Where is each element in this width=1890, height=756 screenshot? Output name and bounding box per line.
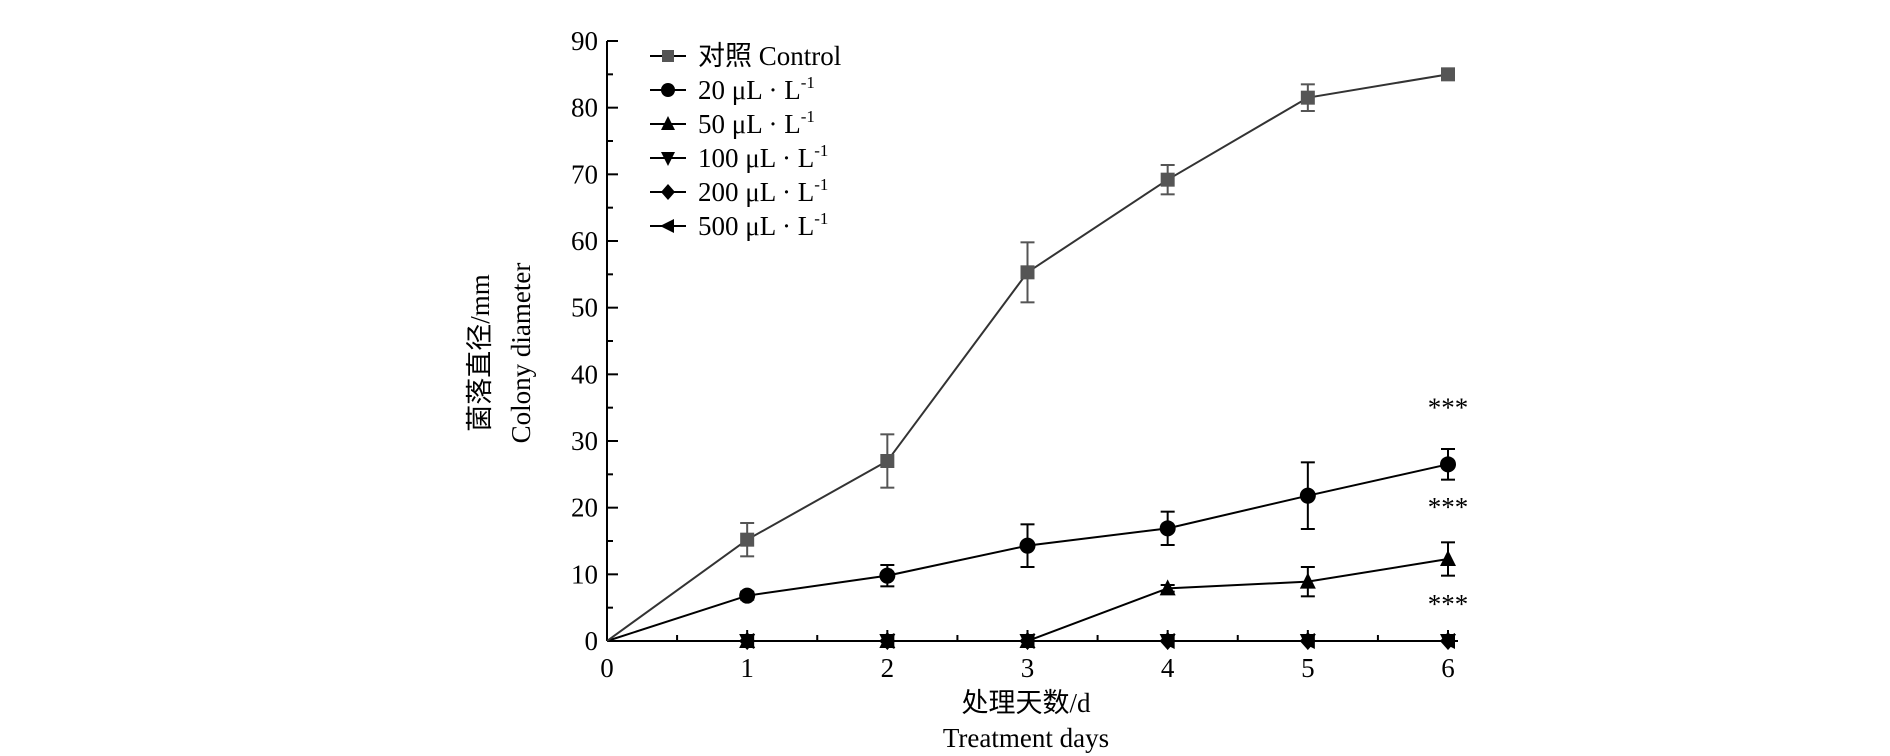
x-tick-label: 4 xyxy=(1161,653,1175,683)
y-axis-label-english: Colony diameter xyxy=(506,263,536,444)
legend-item: 20 μL · L-1 xyxy=(650,73,815,105)
data-point-triangle-up xyxy=(739,632,756,648)
y-tick-label: 30 xyxy=(571,426,598,456)
x-tick-label: 5 xyxy=(1301,653,1315,683)
data-point-triangle-up xyxy=(879,632,896,648)
x-axis-label-chinese: 处理天数/d xyxy=(961,688,1091,718)
legend-item: 50 μL · L-1 xyxy=(650,107,815,139)
data-point-triangle-down xyxy=(1440,634,1456,650)
data-point-circle xyxy=(879,567,896,584)
legend-label: 500 μL · L-1 xyxy=(698,209,828,241)
data-point-triangle-down xyxy=(1299,634,1316,650)
significance-label: *** xyxy=(1428,492,1469,522)
legend-label-base: 200 μL · L xyxy=(698,177,814,207)
y-tick-label: 40 xyxy=(571,359,598,389)
legend-label-base: 50 μL · L xyxy=(698,109,801,139)
x-axis-label-english: Treatment days xyxy=(943,723,1109,753)
legend-marker-diamond xyxy=(661,184,675,200)
legend-label-superscript: -1 xyxy=(801,107,815,126)
data-point-triangle-down xyxy=(1159,634,1176,650)
data-point-square xyxy=(1020,265,1035,280)
error-bars xyxy=(740,70,1455,601)
legend-marker-triangle-up xyxy=(661,116,675,130)
legend-label-superscript: -1 xyxy=(814,141,828,160)
legend-marker-triangle-left xyxy=(660,219,674,233)
data-point-circle xyxy=(1159,520,1176,537)
legend-label-superscript: -1 xyxy=(801,73,815,92)
legend-label: 50 μL · L-1 xyxy=(698,107,815,139)
data-point-triangle-up xyxy=(1019,632,1036,648)
data-point-square xyxy=(1300,90,1315,105)
data-point-circle xyxy=(1019,537,1036,554)
data-point-triangle-up xyxy=(1159,579,1176,596)
data-point-square xyxy=(740,532,755,547)
data-point-square xyxy=(1441,67,1455,82)
x-tick-label: 3 xyxy=(1021,653,1035,683)
data-point-triangle-up xyxy=(1299,572,1316,589)
x-tick-label: 0 xyxy=(600,653,614,683)
y-tick-label: 50 xyxy=(571,293,598,323)
legend-item: 对照 Control xyxy=(650,41,841,71)
legend-item: 100 μL · L-1 xyxy=(650,141,828,173)
legend-label-superscript: -1 xyxy=(814,175,828,194)
data-point-square xyxy=(1160,172,1175,187)
significance-label: *** xyxy=(1428,392,1469,422)
data-markers xyxy=(738,67,1456,650)
x-tick-label: 2 xyxy=(881,653,895,683)
legend-label: 200 μL · L-1 xyxy=(698,175,828,207)
y-tick-label: 70 xyxy=(571,159,598,189)
y-tick-label: 0 xyxy=(585,626,599,656)
data-point-circle xyxy=(739,587,756,604)
x-tick-label: 1 xyxy=(740,653,754,683)
legend-label-base: 20 μL · L xyxy=(698,75,801,105)
legend-marker-square xyxy=(662,50,674,62)
data-point-square xyxy=(880,454,895,468)
significance-annotations: *** *** *** xyxy=(1428,392,1469,619)
y-axis-ticks: 0 10 20 30 40 50 60 70 80 90 xyxy=(571,26,618,656)
data-point-circle xyxy=(1299,487,1316,504)
y-axis-label-chinese: 菌落直径/mm xyxy=(465,274,495,432)
x-axis-ticks: 0 1 2 3 4 5 6 xyxy=(600,630,1455,683)
data-point-triangle-up xyxy=(1440,550,1456,566)
legend-label-base: 500 μL · L xyxy=(698,211,814,241)
legend-label: 100 μL · L-1 xyxy=(698,141,828,173)
legend-marker-circle xyxy=(661,83,675,97)
legend-marker-triangle-down xyxy=(661,152,675,166)
y-tick-label: 60 xyxy=(571,226,598,256)
y-tick-label: 90 xyxy=(571,26,598,56)
data-point-circle xyxy=(1440,456,1456,473)
y-tick-label: 20 xyxy=(571,493,598,523)
y-tick-label: 80 xyxy=(571,93,598,123)
legend-item: 200 μL · L-1 xyxy=(650,175,828,207)
x-tick-label: 6 xyxy=(1441,653,1455,683)
legend-label: 对照 Control xyxy=(698,41,841,71)
significance-label: *** xyxy=(1428,589,1469,619)
legend-label: 20 μL · L-1 xyxy=(698,73,815,105)
legend-label-base: 100 μL · L xyxy=(698,143,814,173)
legend-label-superscript: -1 xyxy=(814,209,828,228)
y-tick-label: 10 xyxy=(571,559,598,589)
legend-item: 500 μL · L-1 xyxy=(650,209,828,241)
